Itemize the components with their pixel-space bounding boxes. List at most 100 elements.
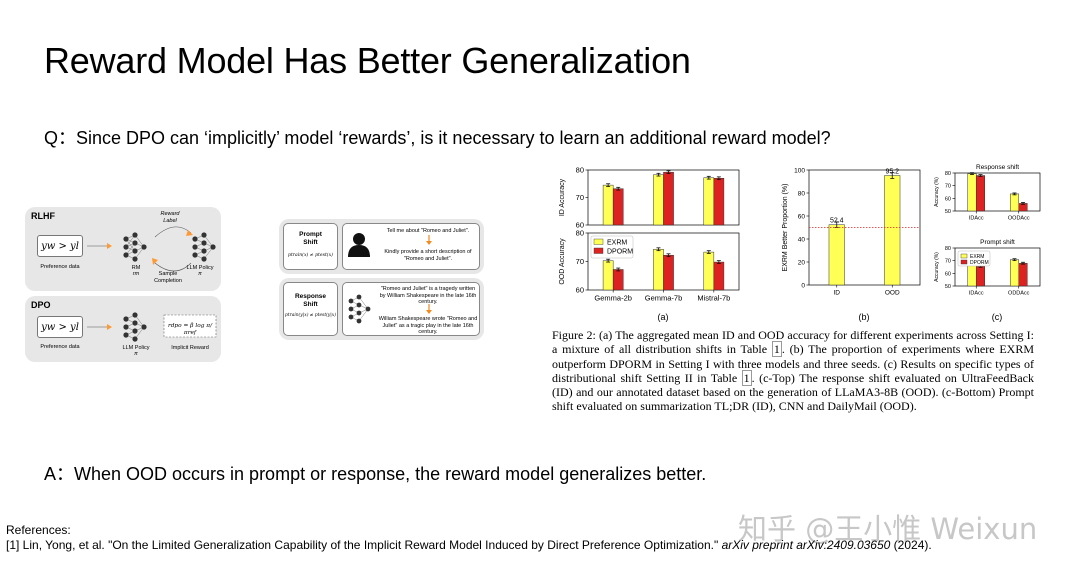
prompt-shift-formula: ptrain(x) ≠ ptest(x)	[288, 253, 333, 258]
chart-4-ytick-label: 80	[945, 246, 951, 252]
chart-2-ylabel: EXRM Better Proportion (%)	[782, 184, 789, 272]
chart-3-ytick-label: 80	[945, 171, 951, 177]
rlhf-preference-box: yw > yl	[37, 235, 83, 257]
reward-label-text: Reward Label	[160, 211, 180, 224]
chart-4-bar-dporm-1	[1018, 262, 1028, 287]
chart-2-data-label-id: 52.4	[830, 218, 844, 225]
chart-3-ylabel: Accuracy (%)	[934, 177, 940, 207]
chart-4-ytick-label: 50	[945, 284, 951, 290]
response-text-1: "Romeo and Juliet" is a tragedy written …	[379, 286, 477, 305]
rm-label: RM	[131, 265, 141, 271]
caption-part-1: Figure 2: (a) The aggregated mean ID and…	[552, 328, 1034, 357]
response-shift-label-box	[283, 282, 338, 336]
chart-3-xtick-label: OODAcc	[1008, 216, 1030, 222]
chart-4-xtick-label: IDAcc	[969, 291, 984, 297]
chart-4-legend-swatch-exrm	[960, 253, 968, 259]
dpo-policy-network-icon	[123, 312, 147, 342]
chart-3-bar-dporm-0	[976, 175, 985, 212]
rlhf-label: RLHF	[31, 211, 55, 221]
chart-1-xtick-label: Mistral-7b	[697, 294, 730, 303]
chart-0-bar-dporm-0	[612, 188, 624, 226]
rlhf-pi-symbol: π	[198, 271, 202, 277]
chart-0-bar-exrm-0	[602, 184, 614, 226]
prompt-shift-title: Prompt Shift	[299, 231, 322, 246]
references-label: References:	[6, 523, 71, 537]
chart-2-bar-exrm-0	[828, 224, 845, 286]
chart-4-legend-label-dporm: DPORM	[970, 260, 989, 266]
chart-4-legend-label-exrm: EXRM	[970, 254, 984, 260]
chart-4-legend-swatch-dporm	[960, 259, 968, 265]
response-text-2: William Shakespeare wrote "Romeo and Jul…	[378, 316, 478, 335]
chart-1-bar-exrm-1	[653, 248, 664, 291]
chart-1-xtick-label: Gemma-2b	[594, 294, 632, 303]
dpo-pi-symbol: π	[134, 351, 138, 357]
chart-2-ytick-label: 0	[801, 282, 805, 289]
chart-2-bar-exrm-1	[884, 175, 901, 286]
panel-label-b: (b)	[859, 312, 870, 322]
chart-3-ytick-label: 70	[945, 184, 951, 190]
person-icon	[348, 233, 370, 257]
chart-1-ytick-label: 60	[576, 286, 584, 295]
implicit-reward-formula: rdpo = β log π/πref	[167, 323, 213, 336]
chart-1-bar-exrm-0	[602, 260, 614, 291]
chart-1-bar-dporm-1	[663, 254, 674, 291]
chart-2-xtick-label: OOD	[885, 290, 900, 297]
chart-0-bar-exrm-1	[653, 174, 664, 226]
reference-1-main: [1] Lin, Yong, et al. "On the Limited Ge…	[6, 538, 722, 552]
figure-2-charts: 60 70 80 ID Accuracy 60 70 80 OOD Accuracy Gemma…	[559, 164, 1041, 322]
chart-1-bar-dporm-2	[713, 261, 725, 291]
chart-3-bar-exrm-0	[967, 173, 977, 212]
dpo-preference-box: yw > yl	[37, 316, 83, 338]
reference-1: [1] Lin, Yong, et al. "On the Limited Ge…	[6, 538, 932, 553]
chart-3-title: Response shift	[976, 164, 1019, 171]
dpo-llm-policy-label: LLM Policy	[122, 345, 150, 351]
chart-4-bar-exrm-0	[967, 264, 977, 287]
prompt-text-2: Kindly provide a short description of "R…	[384, 249, 472, 262]
chart-3-xtick-label: IDAcc	[969, 216, 984, 222]
chart-2-xtick-label: ID	[834, 290, 841, 297]
chart-4-ytick-label: 70	[945, 259, 951, 265]
chart-4-xtick-label: ODDAcc	[1008, 291, 1030, 297]
dpo-label: DPO	[31, 300, 51, 310]
caption-part-3: . (c-Top) The response shift evaluated o…	[552, 370, 1034, 414]
chart-1-legend-label-exrm: EXRM	[607, 239, 627, 246]
chart-4-bar-dporm-0	[976, 266, 985, 287]
chart-4-frame	[954, 247, 1041, 287]
slide-title: Reward Model Has Better Generalization	[44, 40, 691, 81]
chart-1-xtick-label: Gemma-7b	[645, 294, 683, 303]
chart-3-bar-exrm-1	[1010, 193, 1019, 212]
caption-table-ref-1[interactable]: 1	[771, 341, 782, 358]
chart-2-ytick-label: 20	[798, 259, 806, 266]
chart-2-ytick-label: 40	[798, 236, 806, 243]
rlhf-preference-data-label: Preference data	[40, 264, 80, 270]
sample-completion-label: Sample Completion	[154, 271, 182, 284]
references: References: [1] Lin, Yong, et al. "On th…	[6, 523, 932, 553]
chart-4-title: Prompt shift	[980, 239, 1015, 246]
chart-0-ylabel: ID Accuracy	[559, 178, 566, 216]
chart-0-bar-exrm-2	[703, 177, 715, 226]
chart-0-bar-dporm-2	[713, 178, 725, 226]
llm-policy-network-icon	[192, 232, 216, 262]
chart-1-legend-swatch-exrm	[593, 238, 604, 245]
chart-1-ylabel: OOD Accuracy	[559, 238, 566, 285]
panel-label-c: (c)	[992, 312, 1003, 322]
prompt-shift-label-box	[283, 223, 338, 270]
reference-1-venue: arXiv preprint arXiv:2409.03650	[721, 538, 891, 552]
chart-4-ytick-label: 60	[945, 271, 951, 277]
chart-2-data-label-ood: 95.2	[885, 169, 899, 176]
watermark: 知乎 @王小惟 Weixun	[738, 512, 1038, 546]
chart-3-ytick-label: 60	[945, 196, 951, 202]
chart-0-ytick-label: 60	[576, 221, 584, 230]
response-shift-content-box	[342, 282, 480, 336]
figure-caption: Figure 2: (a) The aggregated mean ID and…	[552, 328, 1034, 414]
dpo-preference-data-label: Preference data	[40, 344, 80, 350]
chart-1-bar-exrm-2	[703, 251, 715, 291]
chart-4-bar-exrm-1	[1010, 259, 1019, 287]
caption-part-2: . (b) The proportion of experiments wher…	[552, 342, 1035, 385]
chart-0-bar-dporm-1	[663, 171, 674, 226]
chart-1-legend-swatch-dporm	[593, 247, 604, 254]
chart-1-ytick-label: 70	[576, 257, 584, 266]
caption-table-ref-2[interactable]: 1	[741, 369, 752, 386]
chart-1-ytick-label: 80	[576, 229, 584, 238]
chart-1-legend-label-dporm: DPORM	[607, 248, 633, 255]
